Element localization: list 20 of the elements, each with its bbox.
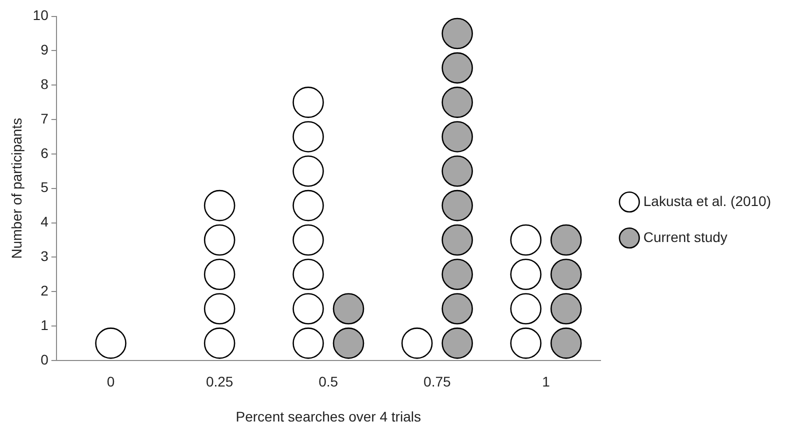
legend-label: Lakusta et al. (2010) — [643, 192, 772, 209]
y-tick-label: 9 — [40, 42, 49, 58]
y-tick-label: 6 — [40, 144, 49, 161]
x-tick-label: 0.5 — [318, 374, 338, 390]
y-tick-label: 4 — [40, 214, 49, 230]
y-tick-label: 7 — [40, 110, 49, 126]
x-tick-label: 0.25 — [206, 374, 234, 390]
x-axis-title: Percent searches over 4 trials — [236, 408, 421, 424]
x-tick-label: 1 — [542, 374, 550, 390]
y-tick-label: 8 — [40, 76, 49, 92]
y-tick-label: 10 — [32, 7, 49, 24]
y-tick-label: 0 — [40, 351, 49, 368]
y-tick-label: 3 — [40, 248, 49, 264]
x-tick-label: 0 — [106, 374, 115, 390]
y-tick-label: 1 — [40, 316, 49, 333]
y-axis-title: Number of participants — [8, 118, 24, 259]
y-tick-label: 2 — [40, 282, 49, 298]
x-tick-label: 0.75 — [424, 374, 452, 390]
legend-label: Current study — [643, 228, 728, 245]
y-tick-label: 5 — [40, 179, 49, 196]
